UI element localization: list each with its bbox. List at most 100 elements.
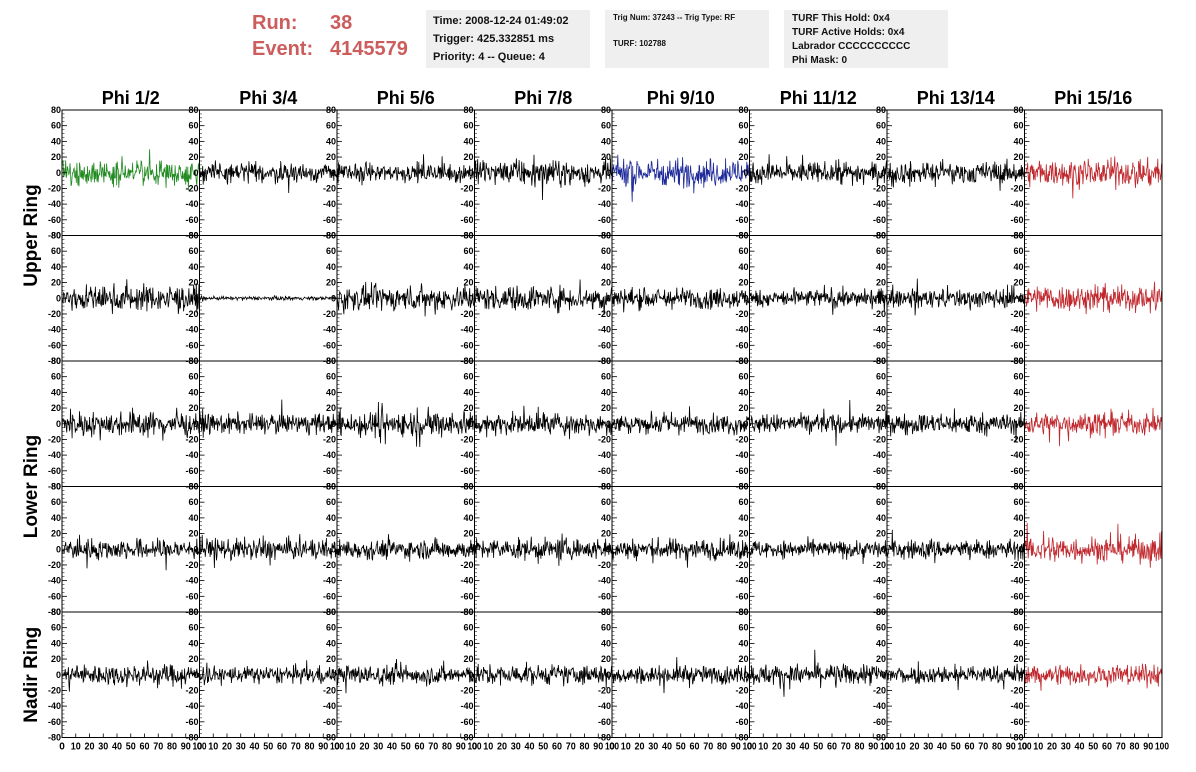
y-tick-label: 60 (326, 246, 336, 256)
y-tick-label: -20 (873, 434, 886, 444)
y-tick-label: 0 (881, 544, 886, 554)
turf-info-box: TURF This Hold: 0x4 TURF Active Holds: 0… (784, 10, 948, 68)
waveform-trace (1024, 522, 1162, 568)
y-tick-label: -40 (735, 325, 748, 335)
y-tick-label: -40 (1010, 325, 1023, 335)
y-tick-label: 60 (463, 246, 473, 256)
x-tick-label: 50 (1088, 742, 1098, 753)
y-tick-label: -60 (460, 340, 473, 350)
y-tick-label: 40 (188, 136, 198, 146)
y-tick-label: 60 (601, 121, 611, 131)
y-tick-label: 80 (876, 231, 886, 241)
y-tick-label: 60 (601, 372, 611, 382)
y-tick-label: 20 (876, 654, 886, 664)
x-tick-label: 0 (884, 742, 890, 753)
waveform-trace (749, 536, 887, 565)
y-tick-label: -60 (323, 466, 336, 476)
turf-hold-line: TURF This Hold: 0x4 (792, 13, 890, 24)
x-tick-label: 20 (497, 742, 507, 753)
y-tick-label: 20 (601, 278, 611, 288)
y-tick-label: 60 (326, 497, 336, 507)
x-tick-label: 30 (786, 742, 796, 753)
y-tick-label: 80 (463, 482, 473, 492)
y-tick-label: -20 (735, 685, 748, 695)
x-tick-label: 10 (208, 742, 218, 753)
waveform-trace (62, 660, 200, 692)
y-tick-label: -80 (48, 607, 61, 617)
waveform-trace (337, 658, 475, 694)
y-tick-label: 20 (876, 403, 886, 413)
waveform-trace (887, 529, 1025, 564)
y-tick-label: 20 (326, 654, 336, 664)
column-header: Phi 11/12 (780, 88, 857, 108)
y-tick-label: 20 (463, 278, 473, 288)
y-tick-label: 40 (601, 513, 611, 523)
y-tick-label: -60 (185, 717, 198, 727)
waveform-trace (337, 534, 475, 562)
y-tick-label: -80 (323, 733, 336, 743)
y-tick-label: -20 (1010, 560, 1023, 570)
y-tick-label: -20 (460, 183, 473, 193)
y-tick-label: 40 (326, 513, 336, 523)
y-tick-label: 0 (881, 293, 886, 303)
x-tick-label: 40 (800, 742, 810, 753)
y-tick-label: 60 (326, 372, 336, 382)
y-tick-label: 20 (738, 654, 748, 664)
x-tick-label: 30 (373, 742, 383, 753)
y-tick-label: -20 (598, 560, 611, 570)
y-tick-label: -60 (873, 340, 886, 350)
trigger-info-box: Trig Num: 37243 -- Trig Type: RF TURF: 1… (605, 10, 769, 68)
y-tick-label: 0 (56, 419, 61, 429)
y-tick-label: -60 (598, 466, 611, 476)
trigger-line: Trigger: 425.332851 ms (433, 33, 555, 45)
y-tick-label: -40 (598, 701, 611, 711)
y-tick-label: 80 (326, 356, 336, 366)
y-tick-label: -40 (323, 701, 336, 711)
waveform-trace (887, 408, 1025, 443)
y-tick-label: 20 (188, 654, 198, 664)
y-tick-label: -20 (1010, 685, 1023, 695)
y-tick-label: 0 (468, 293, 473, 303)
y-tick-label: 20 (326, 529, 336, 539)
x-tick-label: 70 (1116, 742, 1126, 753)
x-tick-label: 30 (98, 742, 108, 753)
y-tick-label: -80 (460, 733, 473, 743)
y-tick-label: 80 (188, 231, 198, 241)
y-tick-label: 80 (876, 607, 886, 617)
y-tick-label: -60 (735, 591, 748, 601)
y-tick-label: -60 (1010, 215, 1023, 225)
y-tick-label: 60 (1013, 121, 1023, 131)
y-tick-label: -40 (1010, 576, 1023, 586)
y-tick-label: 40 (1013, 136, 1023, 146)
y-tick-label: 40 (876, 136, 886, 146)
column-header: Phi 5/6 (377, 88, 435, 108)
waveform-trace (474, 661, 612, 689)
y-tick-label: -80 (185, 733, 198, 743)
y-tick-label: -40 (598, 450, 611, 460)
y-tick-label: 40 (1013, 262, 1023, 272)
y-tick-label: 40 (326, 136, 336, 146)
x-tick-label: 30 (1061, 742, 1071, 753)
y-tick-label: -60 (323, 215, 336, 225)
y-tick-label: -60 (598, 340, 611, 350)
y-tick-label: 60 (51, 497, 61, 507)
y-tick-label: 80 (1013, 607, 1023, 617)
y-tick-label: 0 (881, 670, 886, 680)
y-tick-label: 80 (1013, 482, 1023, 492)
y-tick-label: 80 (51, 482, 61, 492)
y-tick-label: -40 (185, 576, 198, 586)
y-tick-label: -40 (185, 450, 198, 460)
y-tick-label: 80 (188, 356, 198, 366)
y-tick-label: -20 (735, 309, 748, 319)
y-tick-label: 60 (51, 623, 61, 633)
y-tick-label: -20 (323, 685, 336, 695)
y-tick-label: -20 (460, 560, 473, 570)
y-tick-label: 40 (738, 387, 748, 397)
y-tick-label: 60 (738, 121, 748, 131)
y-tick-label: -40 (460, 199, 473, 209)
y-tick-label: 0 (606, 419, 611, 429)
y-tick-label: 80 (738, 105, 748, 115)
y-tick-label: 80 (601, 231, 611, 241)
y-tick-label: -60 (323, 340, 336, 350)
